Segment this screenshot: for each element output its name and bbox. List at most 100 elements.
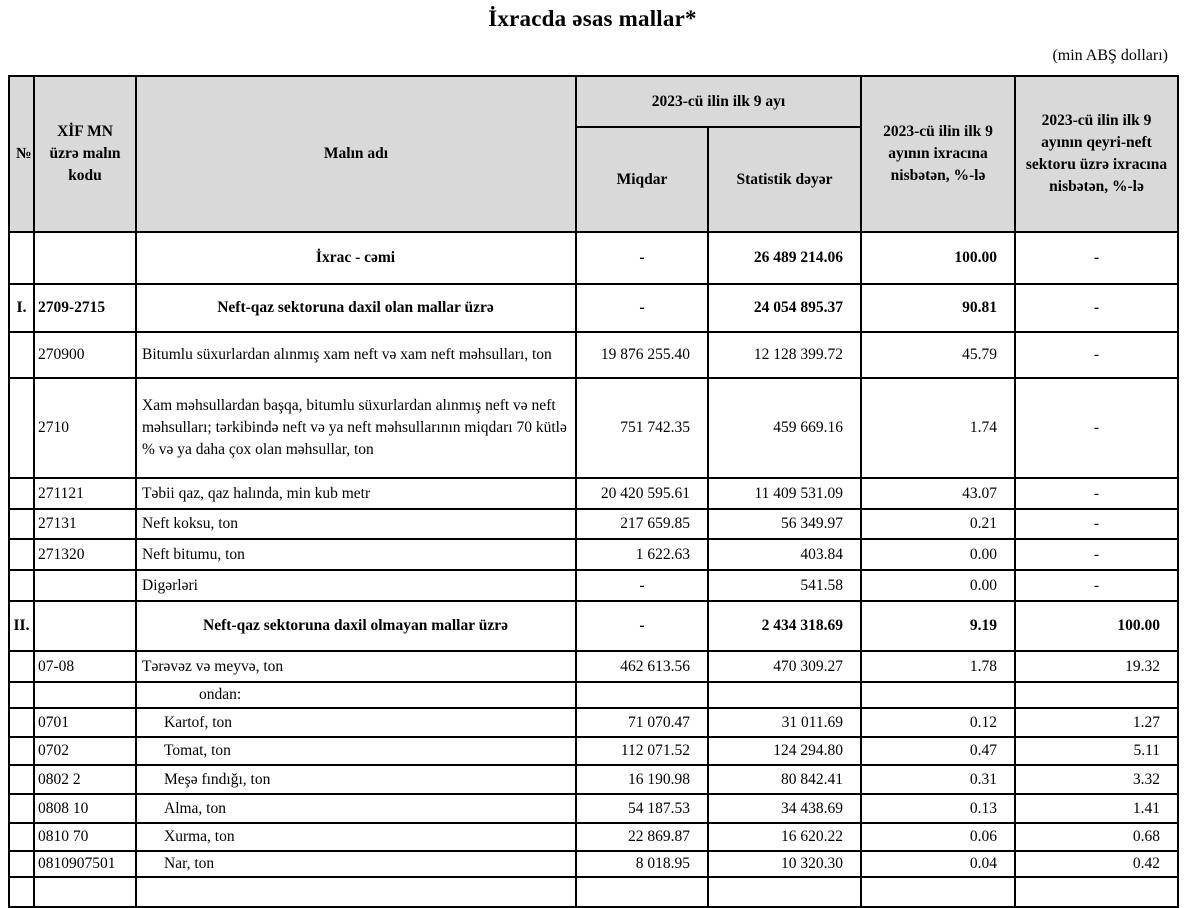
cell-quantity: 16 190.98	[575, 764, 709, 795]
cell-no: II.	[8, 600, 35, 652]
table-header: № XİF MN üzrə malın kodu Malın adı 2023-…	[8, 75, 1179, 233]
cell-share-total	[860, 681, 1016, 709]
cell-no	[8, 707, 35, 738]
cell-code: 27131	[33, 508, 137, 540]
cell-name: ondan:	[135, 681, 577, 709]
cell-no: I.	[8, 283, 35, 333]
cell-stat-value: 459 669.16	[707, 377, 862, 479]
unit-note: (min ABŞ dolları)	[1052, 47, 1168, 64]
cell-share-nonoil: 1.41	[1014, 793, 1179, 824]
cell-stat-value: 12 128 399.72	[707, 331, 862, 379]
cell-no	[8, 231, 35, 285]
table-row: 0802 2 Meşə fındığı, ton 16 190.98 80 842.4…	[8, 764, 1179, 795]
cell-share-nonoil: -	[1014, 283, 1179, 333]
cell-share-nonoil: -	[1014, 538, 1179, 571]
cell-share-total: 1.78	[860, 650, 1016, 683]
cell-stat-value: 16 620.22	[707, 822, 862, 852]
cell-quantity: 1 622.63	[575, 538, 709, 571]
cell-stat-value: 24 054 895.37	[707, 283, 862, 333]
cell-stat-value: 403.84	[707, 538, 862, 571]
cell-share-total	[860, 876, 1016, 908]
cell-stat-value: 2 434 318.69	[707, 600, 862, 652]
cell-name: Tərəvəz və meyvə, ton	[135, 650, 577, 683]
cell-share-total: 9.19	[860, 600, 1016, 652]
cell-share-total: 1.74	[860, 377, 1016, 479]
cell-quantity: 751 742.35	[575, 377, 709, 479]
cell-share-nonoil: 100.00	[1014, 600, 1179, 652]
cell-code: 270900	[33, 331, 137, 379]
cell-quantity: 22 869.87	[575, 822, 709, 852]
cell-stat-value: 541.58	[707, 569, 862, 602]
cell-code: 0810 70	[33, 822, 137, 852]
cell-share-nonoil: 0.42	[1014, 850, 1179, 878]
table-row	[8, 876, 1179, 908]
cell-code: 0701	[33, 707, 137, 738]
page-title: İxracda əsas mallar*	[488, 6, 697, 31]
cell-share-total: 0.00	[860, 538, 1016, 571]
cell-name: Digərləri	[135, 569, 577, 602]
cell-name: Alma, ton	[135, 793, 577, 824]
cell-share-nonoil: -	[1014, 331, 1179, 379]
cell-name: Kartof, ton	[135, 707, 577, 738]
cell-share-nonoil: 1.27	[1014, 707, 1179, 738]
cell-stat-value: 56 349.97	[707, 508, 862, 540]
cell-no	[8, 538, 35, 571]
col-header-name: Malın adı	[135, 75, 577, 233]
cell-share-total: 0.06	[860, 822, 1016, 852]
cell-quantity: 8 018.95	[575, 850, 709, 878]
cell-share-total: 0.21	[860, 508, 1016, 540]
table-row: I. 2709-2715 Neft-qaz sektoruna daxil olan…	[8, 283, 1179, 333]
table-row: 271320 Neft bitumu, ton 1 622.63 403.84 0.00…	[8, 538, 1179, 571]
cell-name: Xurma, ton	[135, 822, 577, 852]
cell-code: 2709-2715	[33, 283, 137, 333]
cell-code: 2710	[33, 377, 137, 479]
cell-share-total: 43.07	[860, 477, 1016, 510]
table-row: Digərləri -541.58 0.00-	[8, 569, 1179, 602]
cell-name: İxrac - cəmi	[135, 231, 577, 285]
cell-share-total: 0.31	[860, 764, 1016, 795]
table-row: 0701 Kartof, ton 71 070.47 31 011.69 0.12 1.2…	[8, 707, 1179, 738]
cell-share-total: 90.81	[860, 283, 1016, 333]
table-row: 07-08 Tərəvəz və meyvə, ton 462 613.56 470 …	[8, 650, 1179, 683]
cell-share-nonoil	[1014, 681, 1179, 709]
cell-stat-value: 10 320.30	[707, 850, 862, 878]
table-row: 0810907501 Nar, ton 8 018.95 10 320.30 0.04 0…	[8, 850, 1179, 878]
col-header-period-group: 2023-cü ilin ilk 9 ayı	[575, 75, 862, 128]
cell-quantity: 217 659.85	[575, 508, 709, 540]
cell-no	[8, 736, 35, 766]
cell-stat-value: 34 438.69	[707, 793, 862, 824]
cell-code	[33, 600, 137, 652]
col-header-stat-value: Statistik dəyər	[707, 126, 862, 233]
cell-no	[8, 650, 35, 683]
cell-code	[33, 681, 137, 709]
cell-name: Tomat, ton	[135, 736, 577, 766]
cell-name	[135, 876, 577, 908]
table-row: 270900 Bitumlu süxurlardan alınmış xam ne…	[8, 331, 1179, 379]
cell-quantity	[575, 681, 709, 709]
cell-quantity: 54 187.53	[575, 793, 709, 824]
table-row: 0810 70 Xurma, ton 22 869.87 16 620.22 0.06 0…	[8, 822, 1179, 852]
table-row: 27131 Neft koksu, ton 217 659.85 56 349.97 0…	[8, 508, 1179, 540]
cell-quantity: -	[575, 231, 709, 285]
col-header-code: XİF MN üzrə malın kodu	[33, 75, 137, 233]
cell-stat-value: 80 842.41	[707, 764, 862, 795]
col-header-quantity: Miqdar	[575, 126, 709, 233]
cell-code: 271121	[33, 477, 137, 510]
cell-stat-value	[707, 876, 862, 908]
cell-no	[8, 508, 35, 540]
cell-quantity: 112 071.52	[575, 736, 709, 766]
cell-no	[8, 822, 35, 852]
cell-name: Neft koksu, ton	[135, 508, 577, 540]
cell-share-total: 0.12	[860, 707, 1016, 738]
cell-share-nonoil: -	[1014, 569, 1179, 602]
cell-name: Neft bitumu, ton	[135, 538, 577, 571]
cell-quantity: 19 876 255.40	[575, 331, 709, 379]
cell-no	[8, 681, 35, 709]
cell-quantity: -	[575, 569, 709, 602]
cell-share-nonoil	[1014, 876, 1179, 908]
cell-name: Xam məhsullardan başqa, bitumlu süxurlar…	[135, 377, 577, 479]
cell-no	[8, 876, 35, 908]
table-body: İxrac - cəmi -26 489 214.06 100.00- I. 2709-…	[8, 231, 1179, 908]
cell-share-total: 100.00	[860, 231, 1016, 285]
cell-stat-value: 26 489 214.06	[707, 231, 862, 285]
